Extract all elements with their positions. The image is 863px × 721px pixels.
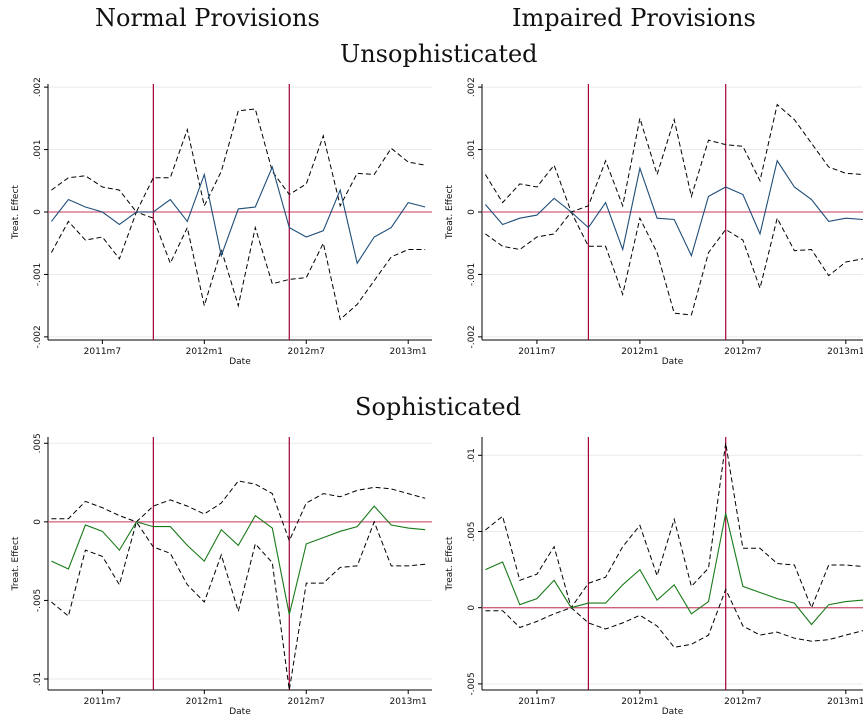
y-tick-label: .002 <box>33 77 43 97</box>
x-tick-label: 2012m1 <box>186 347 223 357</box>
series-upper-ci <box>51 108 426 213</box>
series-estimate <box>51 505 426 615</box>
x-axis-label: Date <box>662 357 684 367</box>
series-lower-ci <box>485 211 863 316</box>
y-tick-label: 0 <box>33 519 43 525</box>
x-tick-label: 2012m7 <box>724 697 761 707</box>
y-tick-label: 0 <box>33 209 43 215</box>
x-tick-label: 2012m7 <box>288 697 325 707</box>
x-tick-label: 2012m7 <box>288 347 325 357</box>
y-axis-label: Treat. Effect <box>445 536 455 591</box>
y-tick-label: -.002 <box>467 325 477 348</box>
y-tick-label: 0 <box>467 605 477 611</box>
y-tick-label: .01 <box>467 448 477 462</box>
y-tick-label: .001 <box>467 140 477 160</box>
y-tick-label: .001 <box>33 140 43 160</box>
x-axis-label: Date <box>229 357 251 367</box>
plot-area: -.002 -.001 0 .001 .002 2011m7 2012m1 2012m7 201… <box>445 77 863 367</box>
x-tick-label: 2011m7 <box>518 347 555 357</box>
x-axis-label: Date <box>662 707 684 717</box>
chart-unsophisticated-normal: -.002 -.001 0 .001 .002 2011m7 2012m1 2012m7 201… <box>11 77 432 367</box>
series-upper-ci <box>485 443 863 610</box>
y-axis-label: Treat. Effect <box>11 185 21 240</box>
row-title-unsophisticated: Unsophisticated <box>340 40 538 68</box>
y-tick-label: -.001 <box>33 263 43 286</box>
y-tick-label: .005 <box>33 433 43 453</box>
y-tick-label: -.002 <box>33 325 43 348</box>
y-tick-label: -.005 <box>467 672 477 695</box>
plot-area: .01 -.005 0 .005 2011m7 2012m1 2012m7 2013m1 Dat… <box>11 433 432 717</box>
y-tick-label: 0 <box>467 209 477 215</box>
y-tick-label: -.001 <box>467 263 477 286</box>
chart-sophisticated-normal: .01 -.005 0 .005 2011m7 2012m1 2012m7 2013m1 Dat… <box>11 433 432 717</box>
series-lower-ci <box>51 520 426 691</box>
plot-area: -.002 -.001 0 .001 .002 2011m7 2012m1 2012m7 201… <box>11 77 432 367</box>
series-estimate <box>50 165 426 265</box>
y-tick-label: .002 <box>467 77 477 97</box>
x-tick-label: 2012m1 <box>186 697 223 707</box>
y-axis-label: Treat. Effect <box>11 536 21 591</box>
x-tick-label: 2012m7 <box>724 347 761 357</box>
plot-area: -.005 0 .005 .01 2011m7 2012m1 2012m7 2013m1 Dat… <box>445 437 863 717</box>
x-tick-label: 2013m1 <box>390 697 427 707</box>
y-tick-label: .005 <box>467 521 477 541</box>
series-upper-ci <box>51 480 426 543</box>
column-title-normal-provisions: Normal Provisions <box>95 4 320 32</box>
series-estimate <box>484 159 863 258</box>
y-axis-label: Treat. Effect <box>445 185 455 240</box>
y-tick-label: .01 <box>33 672 43 686</box>
column-title-impaired-provisions: Impaired Provisions <box>512 4 756 32</box>
series-estimate <box>485 513 863 626</box>
y-tick-label: -.005 <box>33 589 43 612</box>
x-tick-label: 2013m1 <box>827 697 863 707</box>
x-tick-label: 2012m1 <box>621 347 658 357</box>
series-lower-ci <box>485 588 863 648</box>
x-axis-label: Date <box>229 707 251 717</box>
x-tick-label: 2011m7 <box>84 347 121 357</box>
x-tick-label: 2012m1 <box>621 697 658 707</box>
chart-sophisticated-impaired: -.005 0 .005 .01 2011m7 2012m1 2012m7 2013m1 Dat… <box>445 437 863 717</box>
x-tick-label: 2013m1 <box>827 347 863 357</box>
chart-unsophisticated-impaired: -.002 -.001 0 .001 .002 2011m7 2012m1 2012m7 201… <box>445 77 863 367</box>
series-upper-ci <box>484 103 863 213</box>
x-tick-label: 2013m1 <box>390 347 427 357</box>
x-tick-label: 2011m7 <box>518 697 555 707</box>
series-lower-ci <box>50 211 426 321</box>
row-title-sophisticated: Sophisticated <box>355 393 521 421</box>
x-tick-label: 2011m7 <box>84 697 121 707</box>
